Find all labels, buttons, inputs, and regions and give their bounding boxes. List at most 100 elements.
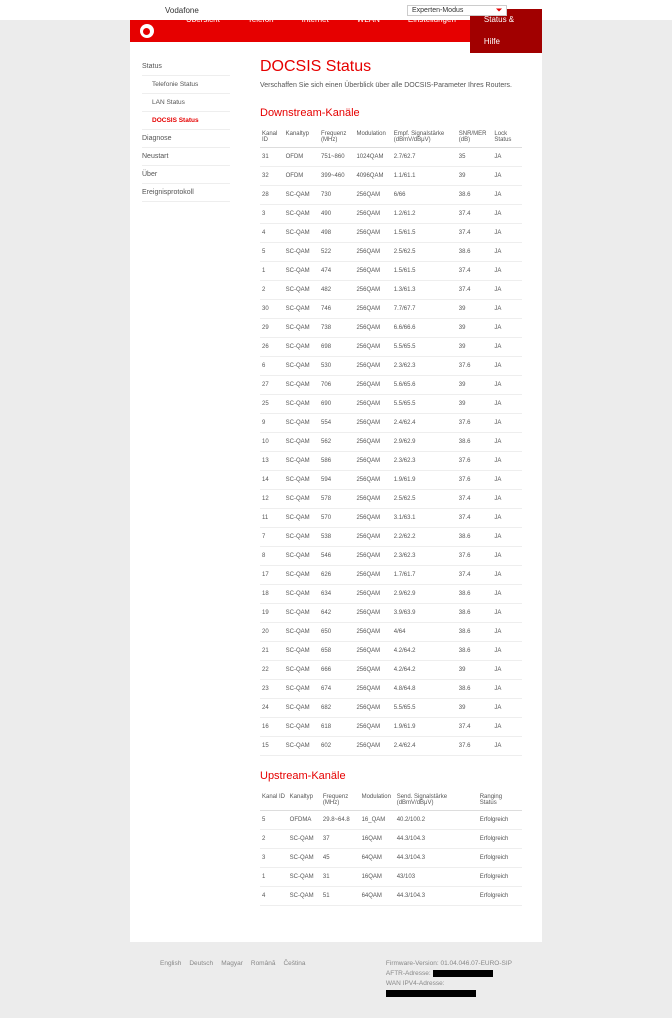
- table-row: 27SC-QAM706256QAM5.6/65.639JA: [260, 376, 522, 395]
- cell: 37.6: [457, 414, 493, 433]
- table-row: 10SC-QAM562256QAM2.9/62.938.6JA: [260, 433, 522, 452]
- nav-wlan[interactable]: WLAN: [343, 9, 394, 53]
- cell: 256QAM: [354, 281, 391, 300]
- cell: 256QAM: [354, 509, 391, 528]
- cell: 44.3/104.3: [395, 887, 478, 906]
- cell: 4: [260, 887, 288, 906]
- cell: SC-QAM: [288, 887, 321, 906]
- nav-bersicht[interactable]: Übersicht: [172, 9, 234, 53]
- cell: 37.6: [457, 547, 493, 566]
- cell: 4.2/64.2: [392, 642, 457, 661]
- cell: 37.4: [457, 718, 493, 737]
- col-header: Send. Signalstärke (dBmV/dBμV): [395, 790, 478, 811]
- cell: 32: [260, 167, 284, 186]
- cell: JA: [492, 186, 522, 205]
- cell: Erfolgreich: [478, 868, 522, 887]
- cell: OFDMA: [288, 811, 321, 830]
- sidebar-item-ereignisprotokoll[interactable]: Ereignisprotokoll: [142, 184, 230, 202]
- nav-statushilfe[interactable]: Status & Hilfe: [470, 9, 542, 53]
- sidebar-item-docsisstatus[interactable]: DOCSIS Status: [142, 112, 230, 130]
- cell: 28: [260, 186, 284, 205]
- cell: 256QAM: [354, 433, 391, 452]
- cell: 2.5/62.5: [392, 490, 457, 509]
- cell: SC-QAM: [284, 262, 319, 281]
- lang-română[interactable]: Română: [251, 960, 276, 967]
- sidebar-item-status[interactable]: Status: [142, 58, 230, 76]
- cell: JA: [492, 471, 522, 490]
- cell: SC-QAM: [284, 414, 319, 433]
- lang-deutsch[interactable]: Deutsch: [189, 960, 213, 967]
- cell: JA: [492, 661, 522, 680]
- lang-čeština[interactable]: Čeština: [283, 960, 305, 967]
- cell: 618: [319, 718, 354, 737]
- cell: 546: [319, 547, 354, 566]
- cell: 21: [260, 642, 284, 661]
- col-header: Kanaltyp: [288, 790, 321, 811]
- sidebar-item-lanstatus[interactable]: LAN Status: [142, 94, 230, 112]
- cell: JA: [492, 281, 522, 300]
- cell: 256QAM: [354, 528, 391, 547]
- cell: 39: [457, 167, 493, 186]
- cell: 38.6: [457, 585, 493, 604]
- cell: JA: [492, 566, 522, 585]
- table-row: 18SC-QAM634256QAM2.9/62.938.6JA: [260, 585, 522, 604]
- lang-magyar[interactable]: Magyar: [221, 960, 243, 967]
- cell: 13: [260, 452, 284, 471]
- cell: 31: [321, 868, 360, 887]
- table-row: 5OFDMA29.8~64.816_QAM40.2/100.2Erfolgrei…: [260, 811, 522, 830]
- lang-english[interactable]: English: [160, 960, 181, 967]
- mode-dropdown[interactable]: Experten-Modus: [407, 5, 507, 16]
- cell: 4: [260, 224, 284, 243]
- cell: 38.6: [457, 528, 493, 547]
- cell: 64QAM: [360, 849, 395, 868]
- cell: 37: [321, 830, 360, 849]
- cell: 1.3/61.3: [392, 281, 457, 300]
- cell: 2: [260, 281, 284, 300]
- col-header: Ranging Status: [478, 790, 522, 811]
- cell: 39: [457, 319, 493, 338]
- cell: SC-QAM: [284, 338, 319, 357]
- table-row: 29SC-QAM738256QAM6.6/66.639JA: [260, 319, 522, 338]
- table-row: 4SC-QAM5164QAM44.3/104.3Erfolgreich: [260, 887, 522, 906]
- cell: JA: [492, 604, 522, 623]
- table-row: 1SC-QAM3116QAM43/103Erfolgreich: [260, 868, 522, 887]
- nav-internet[interactable]: Internet: [288, 9, 343, 53]
- cell: 14: [260, 471, 284, 490]
- sidebar-item-ber[interactable]: Über: [142, 166, 230, 184]
- table-row: 24SC-QAM682256QAM5.5/65.539JA: [260, 699, 522, 718]
- cell: 256QAM: [354, 224, 391, 243]
- cell: 4/64: [392, 623, 457, 642]
- cell: JA: [492, 205, 522, 224]
- sidebar-item-telefoniestatus[interactable]: Telefonie Status: [142, 76, 230, 94]
- col-header: Frequenz (MHz): [321, 790, 360, 811]
- cell: 2.3/62.3: [392, 357, 457, 376]
- cell: 738: [319, 319, 354, 338]
- cell: 522: [319, 243, 354, 262]
- cell: SC-QAM: [288, 830, 321, 849]
- cell: 38.6: [457, 680, 493, 699]
- cell: SC-QAM: [288, 868, 321, 887]
- cell: 6/66: [392, 186, 457, 205]
- cell: 490: [319, 205, 354, 224]
- cell: JA: [492, 338, 522, 357]
- cell: 44.3/104.3: [395, 830, 478, 849]
- cell: JA: [492, 167, 522, 186]
- cell: 658: [319, 642, 354, 661]
- sidebar-item-diagnose[interactable]: Diagnose: [142, 130, 230, 148]
- vodafone-logo[interactable]: [136, 20, 158, 42]
- nav-einstellungen[interactable]: Einstellungen: [394, 9, 470, 53]
- cell: 682: [319, 699, 354, 718]
- cell: 16_QAM: [360, 811, 395, 830]
- cell: JA: [492, 718, 522, 737]
- cell: SC-QAM: [284, 243, 319, 262]
- cell: 38.6: [457, 433, 493, 452]
- nav-telefon[interactable]: Telefon: [234, 9, 288, 53]
- col-header: Modulation: [354, 127, 391, 148]
- cell: 690: [319, 395, 354, 414]
- cell: 1: [260, 868, 288, 887]
- cell: 2: [260, 830, 288, 849]
- cell: JA: [492, 452, 522, 471]
- cell: SC-QAM: [284, 186, 319, 205]
- sidebar-item-neustart[interactable]: Neustart: [142, 148, 230, 166]
- cell: 7.7/67.7: [392, 300, 457, 319]
